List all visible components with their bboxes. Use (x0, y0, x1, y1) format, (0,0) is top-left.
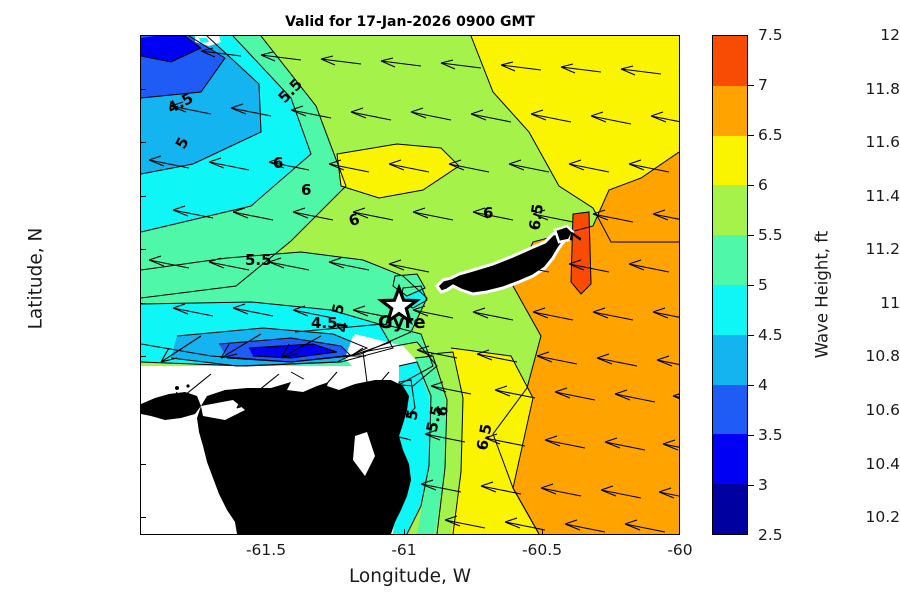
colorbar-segment (713, 384, 747, 435)
y-tick-mark (140, 195, 146, 197)
y-tick-label: 10.6 (865, 401, 900, 419)
colorbar-tick-label: 5.5 (758, 226, 783, 244)
y-tick-mark (140, 88, 146, 90)
colorbar-tick-mark (748, 235, 754, 236)
y-tick-mark (140, 142, 146, 144)
contour-label-6p5-tobago: 6.5 (525, 202, 548, 232)
colorbar-tick-label: 4.5 (758, 326, 783, 344)
y-tick-mark (140, 463, 146, 465)
figure-title: Valid for 17-Jan-2026 0900 GMT (285, 14, 535, 30)
colorbar-segment (713, 36, 747, 86)
x-tick-label: -61 (391, 541, 417, 559)
colorbar-tick-label: 6.5 (758, 126, 783, 144)
y-tick-label: 12 (880, 26, 900, 44)
map-plot-area: 4.5 5 5.5 6 6 5.5 6 6 6.5 7 5 4.5 4 5 5.… (140, 35, 680, 535)
y-tick-label: 11.6 (865, 133, 900, 152)
colorbar-tick-mark (748, 485, 754, 486)
colorbar-tick-label: 5 (758, 276, 768, 294)
colorbar-tick-label: 3 (758, 476, 768, 494)
colorbar-tick-label: 7 (758, 76, 768, 94)
x-tick-label: -60 (667, 541, 693, 559)
x-tick-mark (266, 529, 267, 535)
wave-height-contour-plot (141, 36, 679, 534)
contour-label-4p5-sw: 4.5 (311, 314, 338, 332)
colorbar-tick-mark (748, 435, 754, 436)
contour-label-6-blob-w: 6 (273, 154, 284, 172)
y-tick-label: 11 (880, 293, 900, 312)
y-tick-label: 11.8 (865, 79, 900, 98)
colorbar-tick-mark (748, 185, 754, 186)
y-tick-label: 11.2 (865, 240, 900, 259)
colorbar-tick-mark (748, 85, 754, 86)
wave-direction-arrows (148, 47, 679, 533)
colorbar-segment (713, 85, 747, 136)
y-tick-label: 11.4 (865, 186, 900, 205)
x-tick-mark (542, 529, 543, 535)
colorbar-tick-label: 2.5 (758, 526, 783, 544)
colorbar-tick-label: 3.5 (758, 426, 783, 444)
x-tick-label: -61.5 (245, 541, 287, 559)
y-tick-mark (140, 356, 146, 358)
colorbar-segment (713, 135, 747, 186)
contour-label-5p5-center: 5.5 (245, 251, 272, 269)
y-tick-mark (140, 302, 146, 304)
colorbar-axis-label: Wave Height, ft (812, 230, 832, 359)
contour-label-6-tobago-w: 6 (483, 204, 494, 222)
colorbar (712, 35, 748, 535)
contour-label-6-blob-s: 6 (301, 181, 312, 199)
y-axis-label: Latitude, N (25, 227, 47, 330)
colorbar-segment (713, 235, 747, 285)
colorbar-segment (713, 434, 747, 485)
colorbar-tick-label: 4 (758, 376, 768, 394)
y-tick-label: 10.2 (865, 508, 900, 527)
y-tick-label: 10.4 (865, 454, 900, 473)
colorbar-tick-label: 6 (758, 176, 768, 194)
y-tick-mark (140, 517, 146, 519)
colorbar-segment (713, 185, 747, 236)
x-tick-mark (404, 529, 405, 535)
colorbar-tick-label: 7.5 (758, 26, 783, 44)
colorbar-tick-mark (748, 135, 754, 136)
gyre-star-marker (376, 283, 422, 326)
colorbar-segment (713, 484, 747, 534)
colorbar-segment (713, 285, 747, 335)
y-tick-label: 10.8 (865, 347, 900, 366)
colorbar-tick-mark (748, 335, 754, 336)
colorbar-segment (713, 334, 747, 385)
x-axis-label: Longitude, W (348, 566, 472, 587)
x-tick-label: -60.5 (521, 541, 563, 559)
y-tick-mark (140, 410, 146, 411)
gyre-marker-label: Gyre (378, 312, 426, 333)
colorbar-tick-mark (748, 285, 754, 286)
y-tick-mark (140, 249, 146, 251)
colorbar-tick-mark (748, 385, 754, 386)
